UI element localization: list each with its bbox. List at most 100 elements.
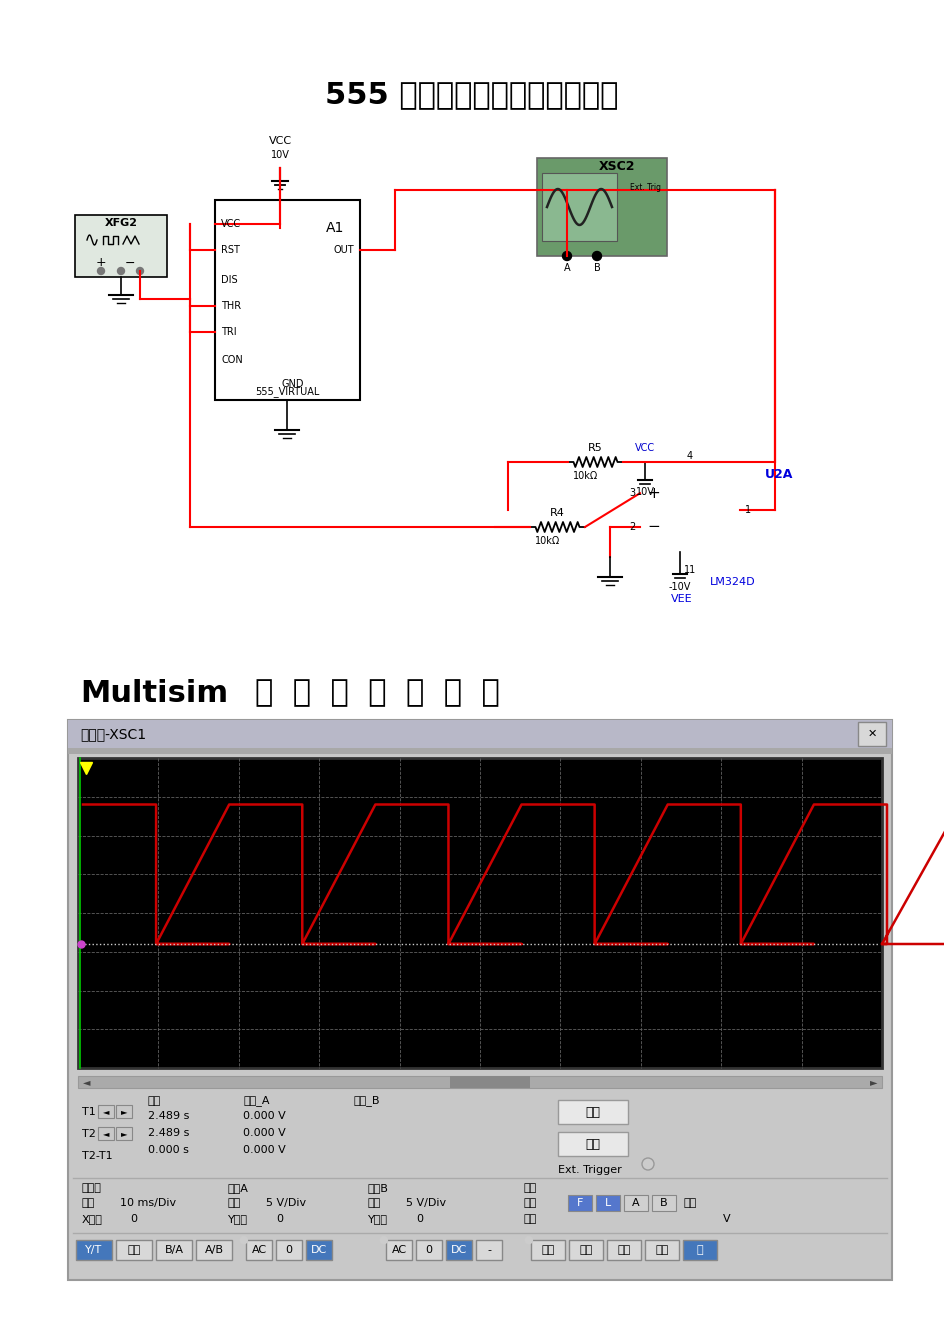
Text: Y位置: Y位置 — [367, 1214, 388, 1223]
Text: V: V — [722, 1214, 730, 1223]
Text: 保存: 保存 — [585, 1138, 599, 1151]
Text: 0: 0 — [285, 1245, 293, 1255]
Text: +: + — [95, 257, 106, 270]
Bar — [68, 721, 891, 1280]
Text: 11: 11 — [683, 566, 696, 575]
Text: 555 定时器构成的施密特触发器: 555 定时器构成的施密特触发器 — [325, 80, 618, 110]
Text: Y位置: Y位置 — [228, 1214, 247, 1223]
Text: 0: 0 — [130, 1214, 137, 1223]
Text: 1: 1 — [744, 505, 750, 515]
Text: 10V: 10V — [270, 150, 289, 160]
Bar — [306, 1239, 331, 1259]
Text: GND: GND — [281, 378, 304, 389]
Text: 时间: 时间 — [148, 1096, 161, 1106]
Circle shape — [97, 267, 105, 274]
Bar — [245, 1239, 272, 1259]
Bar — [531, 1239, 565, 1259]
Text: 比例: 比例 — [82, 1198, 95, 1209]
Text: DIS: DIS — [221, 275, 237, 285]
Text: 0: 0 — [415, 1214, 423, 1223]
Bar — [857, 722, 885, 746]
Text: -10V: -10V — [668, 582, 690, 592]
Text: Ext. Trig: Ext. Trig — [629, 183, 660, 193]
Text: 通道B: 通道B — [367, 1183, 389, 1193]
Bar — [195, 1239, 232, 1259]
Text: VCC: VCC — [221, 219, 241, 229]
Text: 电平: 电平 — [522, 1214, 535, 1223]
Bar — [116, 1239, 152, 1259]
Text: 通道A: 通道A — [228, 1183, 248, 1193]
Text: 4: 4 — [686, 451, 692, 461]
Text: 10kΩ: 10kΩ — [534, 536, 560, 545]
Text: 比例: 比例 — [228, 1198, 241, 1209]
Bar — [446, 1239, 471, 1259]
Bar — [156, 1239, 192, 1259]
Bar — [567, 1195, 591, 1211]
Text: 触发: 触发 — [522, 1183, 535, 1193]
Bar — [68, 747, 891, 754]
Text: ◄: ◄ — [83, 1078, 91, 1087]
Text: R4: R4 — [549, 508, 564, 517]
Bar — [568, 1239, 602, 1259]
Text: RST: RST — [221, 245, 240, 255]
Text: −: − — [125, 257, 135, 270]
Text: AC: AC — [251, 1245, 266, 1255]
Text: 2.489 s: 2.489 s — [148, 1111, 189, 1120]
Text: 5 V/Div: 5 V/Div — [406, 1198, 446, 1209]
Bar — [557, 1100, 628, 1124]
Bar — [651, 1195, 675, 1211]
Text: Ext. Trigger: Ext. Trigger — [557, 1165, 621, 1175]
Bar — [415, 1239, 442, 1259]
Text: 2: 2 — [628, 521, 634, 532]
Bar — [76, 1239, 112, 1259]
Text: LM324D: LM324D — [709, 578, 755, 587]
Text: TRI: TRI — [221, 328, 236, 337]
Bar — [596, 1195, 619, 1211]
Bar — [536, 158, 666, 255]
Text: −: − — [647, 519, 660, 535]
Text: T2: T2 — [82, 1128, 95, 1139]
Text: 通道_A: 通道_A — [243, 1095, 269, 1107]
Bar — [98, 1104, 114, 1118]
Text: 无: 无 — [696, 1245, 702, 1255]
Text: 10V: 10V — [635, 487, 654, 497]
Circle shape — [117, 267, 125, 274]
Bar — [75, 215, 167, 277]
Polygon shape — [639, 785, 739, 869]
Text: XSC2: XSC2 — [598, 159, 634, 172]
Bar — [449, 1076, 530, 1088]
Text: T1: T1 — [82, 1107, 95, 1116]
Text: 0.000 V: 0.000 V — [243, 1144, 285, 1155]
Circle shape — [592, 251, 601, 261]
Bar — [606, 1239, 640, 1259]
Text: Y/T: Y/T — [85, 1245, 103, 1255]
Text: DC: DC — [311, 1245, 327, 1255]
Bar — [645, 1239, 679, 1259]
Text: ●: ● — [523, 1235, 532, 1245]
Text: 0.000 V: 0.000 V — [243, 1111, 285, 1120]
Text: L: L — [604, 1198, 611, 1209]
Text: THR: THR — [221, 301, 241, 312]
Text: DC: DC — [450, 1245, 466, 1255]
Text: 通道_B: 通道_B — [353, 1095, 379, 1107]
Text: A: A — [563, 263, 570, 273]
Text: 边沿: 边沿 — [522, 1198, 535, 1209]
Text: 3: 3 — [629, 488, 634, 499]
Text: 类型: 类型 — [541, 1245, 554, 1255]
Text: 10kΩ: 10kΩ — [572, 471, 598, 481]
Text: 正弦: 正弦 — [579, 1245, 592, 1255]
Text: VEE: VEE — [670, 594, 692, 604]
Bar — [557, 1132, 628, 1157]
Circle shape — [641, 1158, 653, 1170]
Text: ●: ● — [238, 1235, 247, 1245]
Bar — [116, 1104, 132, 1118]
Text: A1: A1 — [326, 221, 344, 235]
Bar — [215, 201, 360, 400]
Text: VCC: VCC — [268, 136, 292, 146]
Text: 10 ms/Div: 10 ms/Div — [120, 1198, 176, 1209]
Text: 0: 0 — [276, 1214, 282, 1223]
Text: ►: ► — [121, 1130, 127, 1139]
Text: 0.000 s: 0.000 s — [148, 1144, 189, 1155]
Bar — [68, 721, 891, 747]
Text: U2A: U2A — [765, 468, 793, 481]
